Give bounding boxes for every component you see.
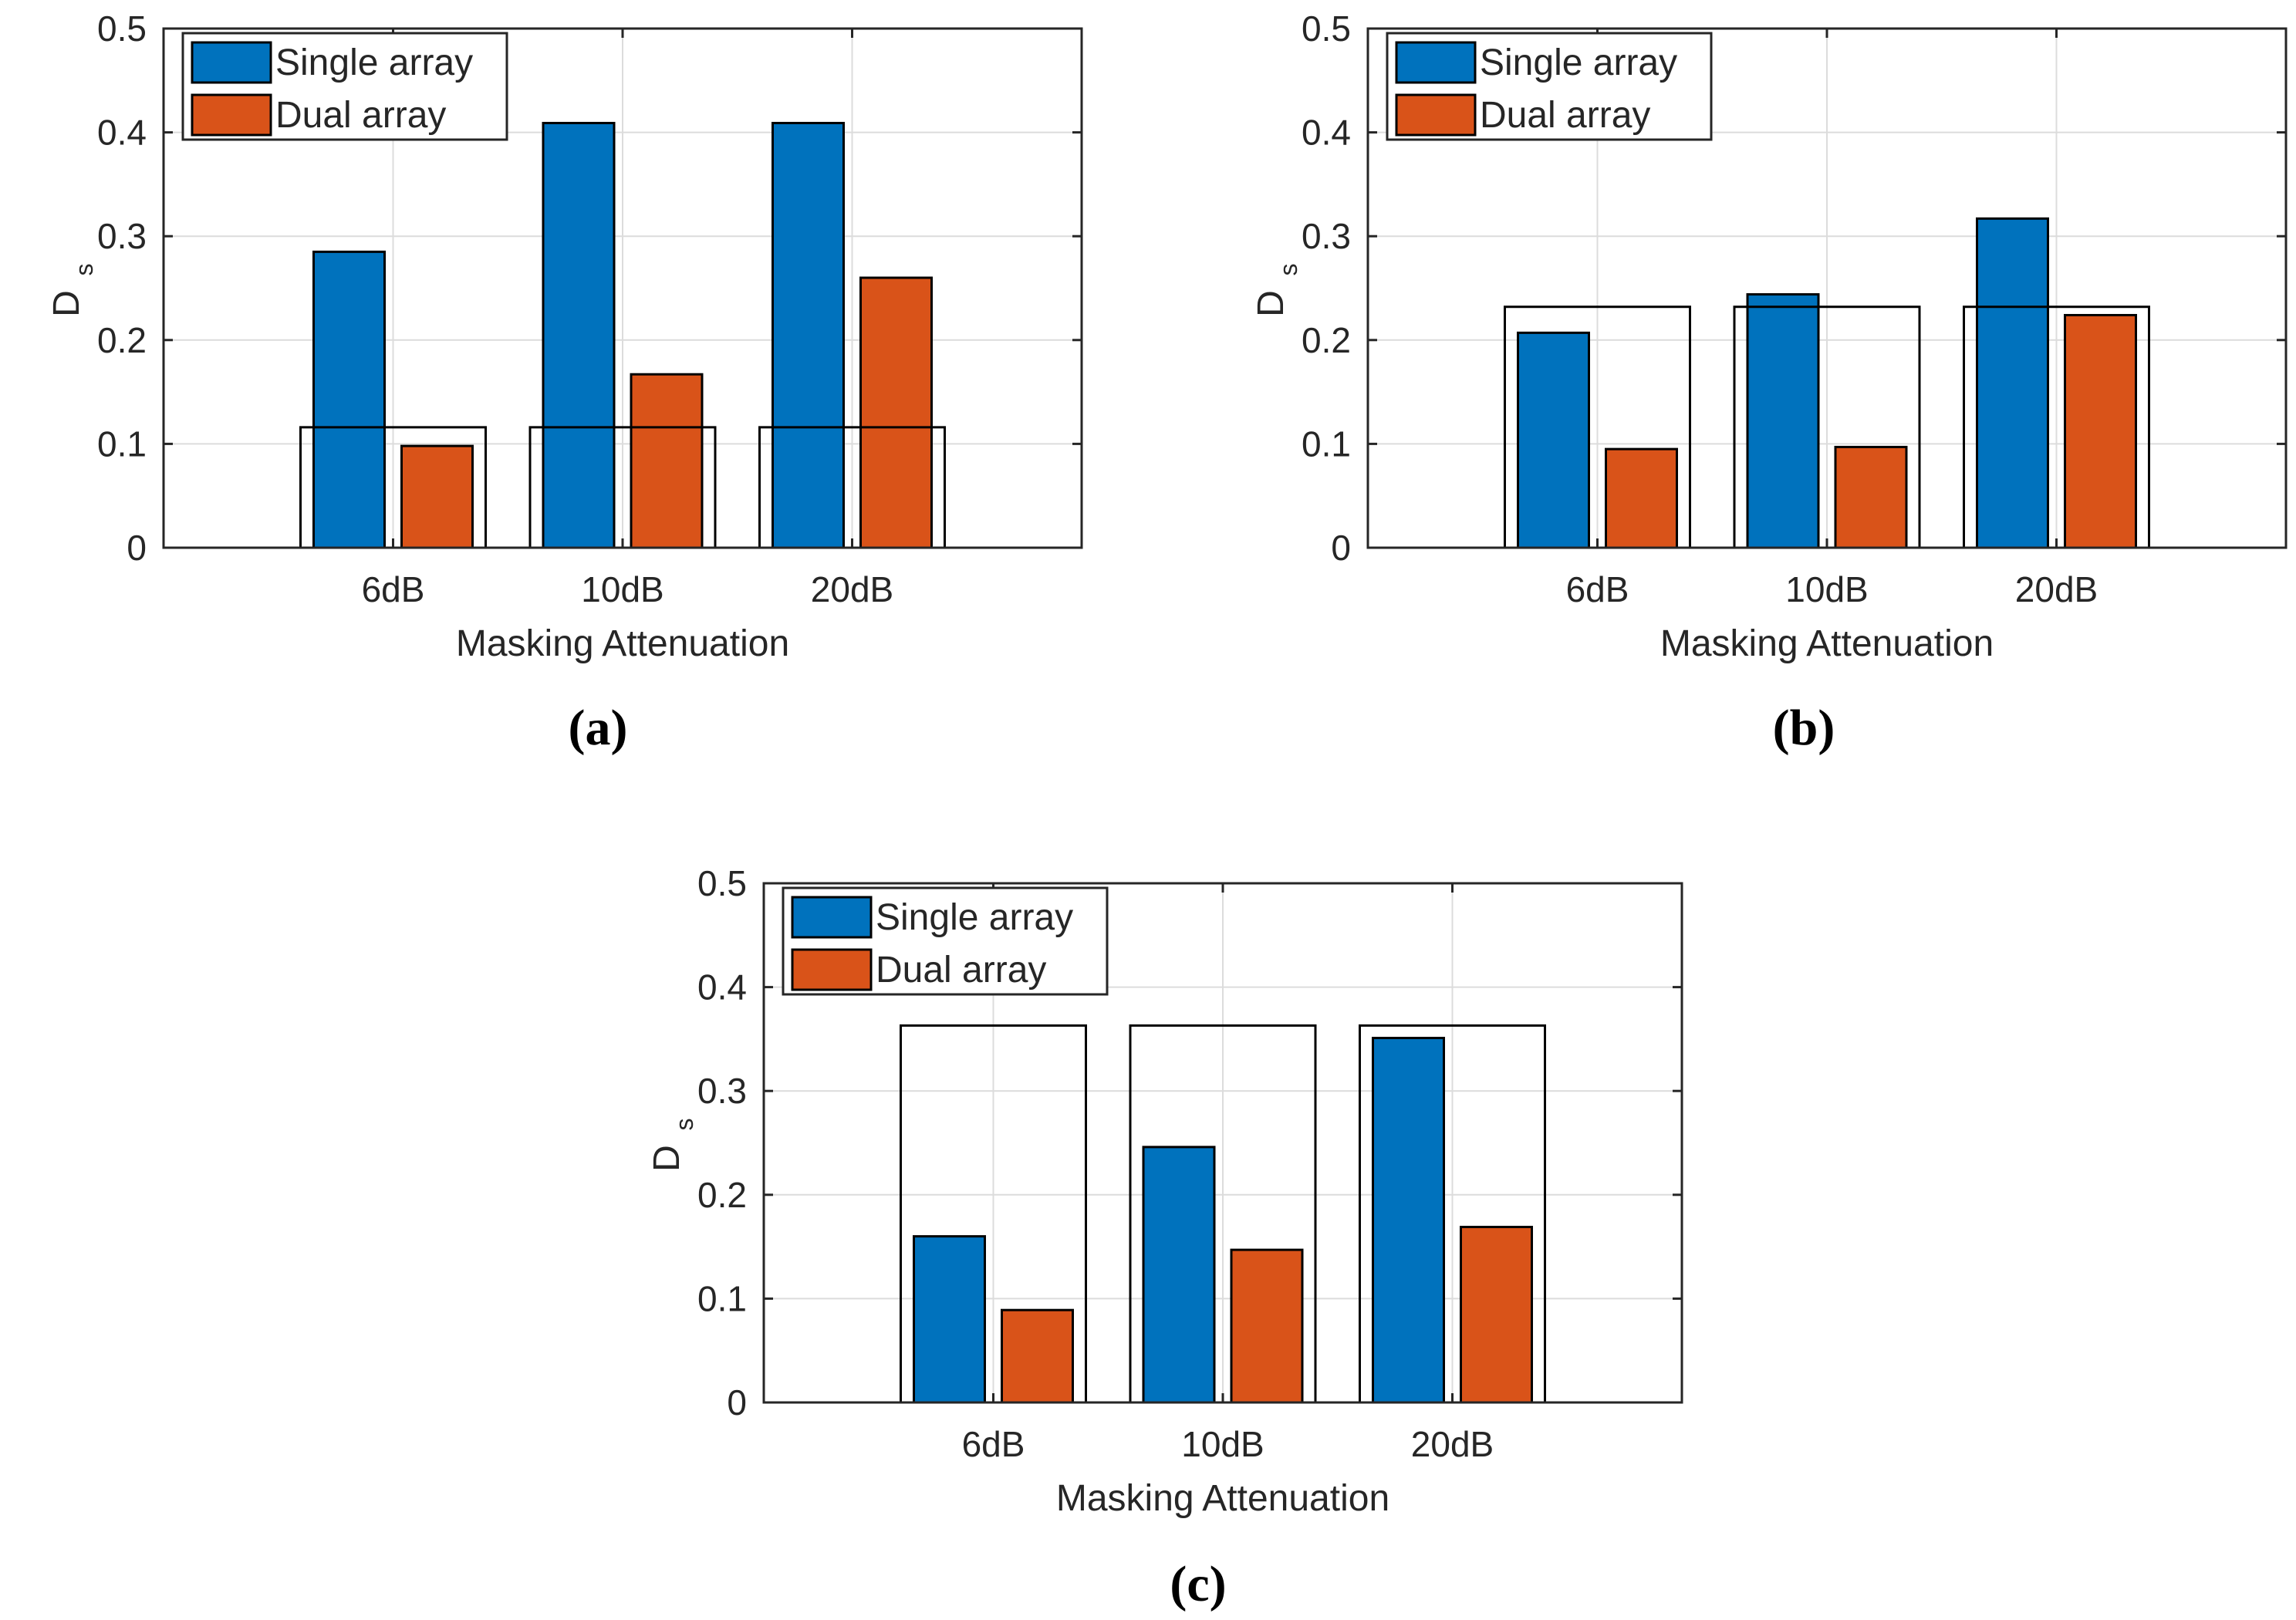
y-axis-label: Ds — [647, 1119, 698, 1172]
y-axis-label-subscript: s — [1275, 264, 1302, 276]
x-axis-label: Masking Attenuation — [456, 623, 789, 664]
y-tick-label: 0.3 — [697, 1071, 747, 1111]
y-tick-label: 0 — [1331, 528, 1351, 568]
x-tick-label: 20dB — [811, 569, 893, 609]
y-axis-label-main: D — [647, 1145, 687, 1172]
panel-label: (a) — [569, 700, 628, 756]
y-tick-label: 0 — [127, 528, 147, 568]
bar-dual-array — [859, 276, 933, 549]
legend-label-single: Single array — [1480, 42, 1677, 83]
y-tick-label: 0.5 — [97, 8, 147, 49]
y-axis-label: Ds — [46, 264, 98, 317]
panel-c: 0 0.1 0.2 0.3 0.4 0.5 6dB 10dB 20dB Masking Atten… — [647, 863, 1683, 1612]
y-tick-label: 0.2 — [1302, 320, 1351, 360]
y-tick-label: 0.3 — [97, 216, 147, 256]
legend-label-single: Single array — [275, 42, 473, 83]
legend-label-dual: Dual array — [876, 950, 1046, 991]
y-axis-label-main: D — [46, 290, 87, 317]
x-axis-label: Masking Attenuation — [1660, 623, 1994, 664]
bar-single-array — [542, 121, 616, 549]
bar-single-array — [1372, 1037, 1445, 1404]
y-axis-label-main: D — [1251, 290, 1292, 317]
y-axis-label-subscript: s — [70, 264, 98, 276]
panel-a: 0 0.1 0.2 0.3 0.4 0.5 6dB 10dB 20dB Masking Atten… — [46, 8, 1083, 756]
y-tick-label: 0.2 — [697, 1175, 747, 1215]
x-tick-label: 10dB — [581, 569, 663, 609]
y-axis-label-subscript: s — [670, 1119, 698, 1131]
bar-single-array — [772, 121, 845, 549]
legend-swatch-single — [191, 41, 272, 84]
x-tick-label: 6dB — [362, 569, 425, 609]
panel-label: (c) — [1170, 1556, 1226, 1612]
y-tick-label: 0.5 — [1302, 8, 1351, 49]
y-axis-label: Ds — [1251, 264, 1302, 317]
x-tick-label: 10dB — [1181, 1424, 1264, 1464]
x-tick-label: 6dB — [1566, 569, 1629, 609]
legend-swatch-dual — [191, 93, 272, 137]
y-tick-label: 0.2 — [97, 320, 147, 360]
bar-single-array — [1517, 331, 1590, 549]
bar-dual-array — [2064, 313, 2137, 549]
legend-swatch-single — [791, 896, 873, 939]
bar-single-array — [1142, 1146, 1216, 1404]
x-tick-label: 20dB — [1411, 1424, 1494, 1464]
y-tick-label: 0.4 — [1302, 113, 1351, 153]
bar-dual-array — [1460, 1226, 1533, 1404]
bar-single-array — [1976, 217, 2049, 549]
bar-single-array — [1746, 293, 1820, 549]
y-tick-label: 0.1 — [1302, 424, 1351, 464]
x-tick-label: 10dB — [1785, 569, 1868, 609]
x-axis-label: Masking Attenuation — [1056, 1478, 1389, 1519]
legend-label-dual: Dual array — [1480, 95, 1650, 136]
x-tick-label: 6dB — [962, 1424, 1025, 1464]
bar-dual-array — [630, 373, 704, 549]
bar-dual-array — [1834, 445, 1908, 549]
y-tick-label: 0.4 — [97, 113, 147, 153]
y-tick-label: 0 — [727, 1382, 747, 1423]
y-tick-label: 0.1 — [697, 1278, 747, 1318]
panel-b: 0 0.1 0.2 0.3 0.4 0.5 6dB 10dB 20dB Masking Atten… — [1251, 8, 2288, 756]
bar-single-array — [312, 250, 386, 549]
legend-swatch-dual — [1395, 93, 1477, 137]
bar-dual-array — [400, 444, 474, 549]
y-tick-label: 0.1 — [97, 424, 147, 464]
x-tick-label: 20dB — [2015, 569, 2098, 609]
bar-single-array — [913, 1235, 986, 1404]
bar-dual-array — [1605, 447, 1678, 549]
y-tick-label: 0.4 — [697, 967, 747, 1007]
legend-label-single: Single array — [876, 897, 1073, 938]
legend-swatch-dual — [791, 948, 873, 991]
bar-dual-array — [1001, 1308, 1074, 1404]
panel-label: (b) — [1773, 700, 1835, 756]
y-tick-label: 0.3 — [1302, 216, 1351, 256]
legend-label-dual: Dual array — [275, 95, 446, 136]
bar-dual-array — [1230, 1248, 1304, 1404]
y-tick-label: 0.5 — [697, 863, 747, 903]
legend-swatch-single — [1395, 41, 1477, 84]
